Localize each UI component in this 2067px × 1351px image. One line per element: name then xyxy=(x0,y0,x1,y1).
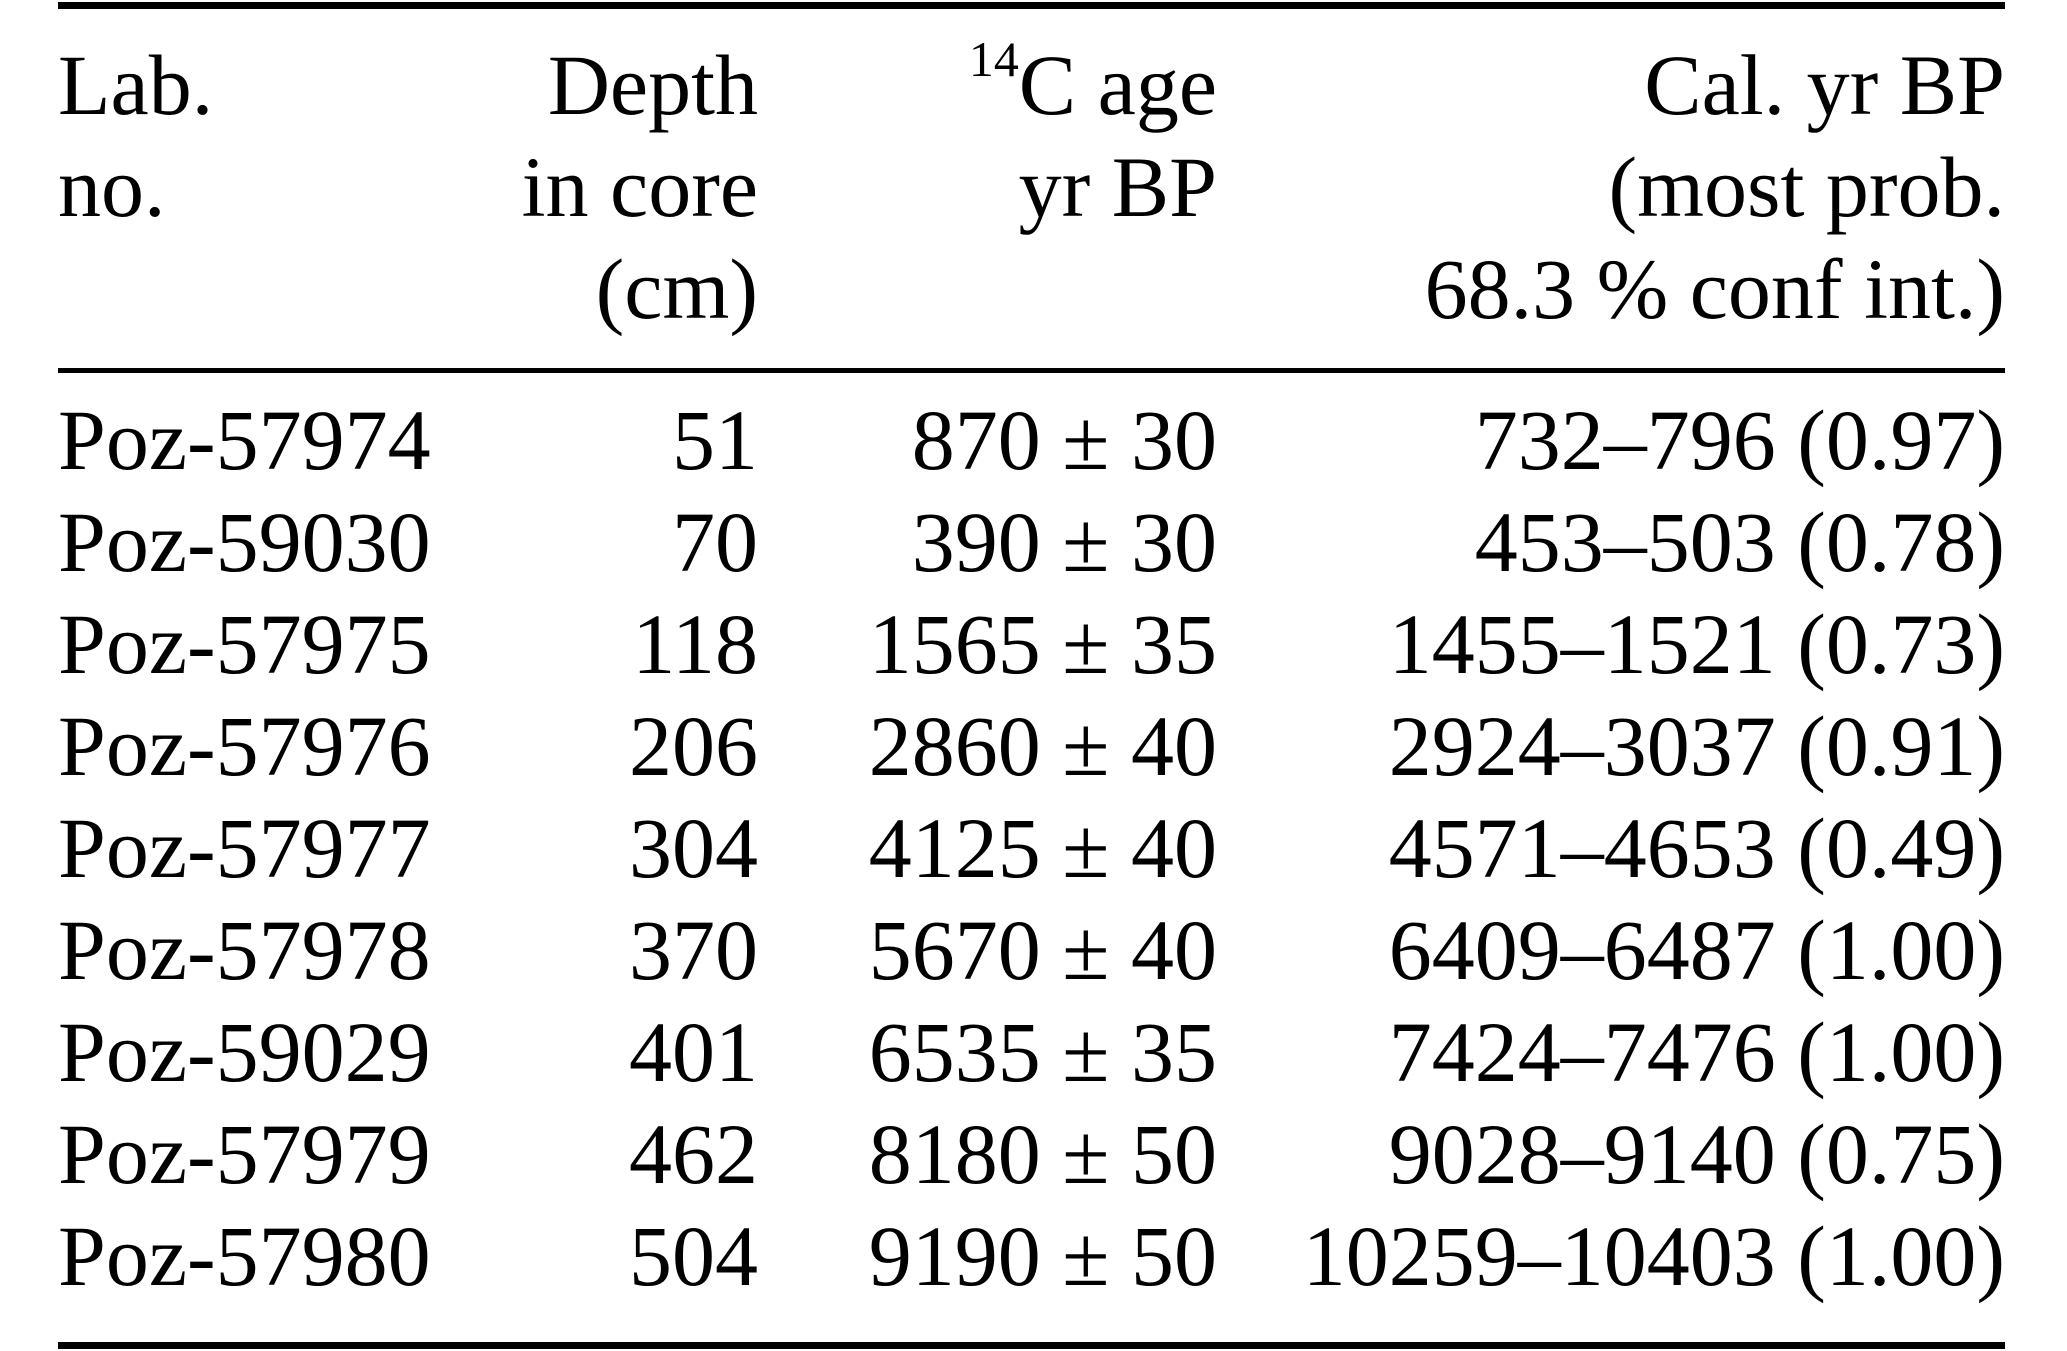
lab-no-cell: Poz-57977 xyxy=(58,800,431,896)
table-row: Poz-59029 401 6535 ± 35 7424–7476 (1.00) xyxy=(58,1001,2005,1103)
depth-cell: 504 xyxy=(629,1208,758,1304)
cal-range-cell: 4571–4653 (0.49) xyxy=(1388,800,2005,896)
c14-age-label: C age xyxy=(1018,37,1217,133)
header-cell-c14-age: 14C age yr BP xyxy=(758,34,1217,340)
cal-range-cell: 2924–3037 (0.91) xyxy=(1388,698,2005,794)
table-row: Poz-57976 206 2860 ± 40 2924–3037 (0.91) xyxy=(58,695,2005,797)
lab-no-cell: Poz-59030 xyxy=(58,494,431,590)
header-line: yr BP xyxy=(1018,139,1217,235)
mid-rule xyxy=(58,368,2005,373)
top-rule xyxy=(58,2,2005,9)
lab-no-cell: Poz-57978 xyxy=(58,902,431,998)
isotope-superscript: 14 xyxy=(968,32,1019,87)
bottom-rule xyxy=(58,1342,2005,1349)
depth-cell: 70 xyxy=(672,494,758,590)
c14-age-cell: 1565 ± 35 xyxy=(868,596,1217,692)
c14-age-cell: 5670 ± 40 xyxy=(868,902,1217,998)
table-row: Poz-57975 118 1565 ± 35 1455–1521 (0.73) xyxy=(58,593,2005,695)
header-line: (most prob. xyxy=(1608,139,2005,235)
header-cell-cal-yr-bp: Cal. yr BP (most prob. 68.3 % conf int.) xyxy=(1217,34,2005,340)
c14-age-cell: 6535 ± 35 xyxy=(868,1004,1217,1100)
header-cell-lab-no: Lab. no. xyxy=(58,34,478,340)
cal-range-cell: 10259–10403 (1.00) xyxy=(1302,1208,2005,1304)
depth-cell: 304 xyxy=(629,800,758,896)
cal-range-cell: 453–503 (0.78) xyxy=(1474,494,2005,590)
table-row: Poz-57980 504 9190 ± 50 10259–10403 (1.0… xyxy=(58,1205,2005,1307)
bottom-spacer xyxy=(58,1307,2005,1342)
header-line: (cm) xyxy=(595,241,758,337)
table-body: Poz-57974 51 870 ± 30 732–796 (0.97) Poz… xyxy=(58,373,2005,1307)
header-line: no. xyxy=(58,139,166,235)
cal-range-cell: 7424–7476 (1.00) xyxy=(1388,1004,2005,1100)
cal-range-cell: 6409–6487 (1.00) xyxy=(1388,902,2005,998)
c14-age-cell: 390 ± 30 xyxy=(911,494,1217,590)
cal-range-cell: 732–796 (0.97) xyxy=(1474,392,2005,488)
header-cell-depth: Depth in core (cm) xyxy=(478,34,758,340)
depth-cell: 401 xyxy=(629,1004,758,1100)
c14-age-cell: 4125 ± 40 xyxy=(868,800,1217,896)
depth-cell: 206 xyxy=(629,698,758,794)
header-line: in core xyxy=(521,139,758,235)
table-row: Poz-57979 462 8180 ± 50 9028–9140 (0.75) xyxy=(58,1103,2005,1205)
lab-no-cell: Poz-57979 xyxy=(58,1106,431,1202)
table-row: Poz-57977 304 4125 ± 40 4571–4653 (0.49) xyxy=(58,797,2005,899)
lab-no-cell: Poz-57976 xyxy=(58,698,431,794)
table-row: Poz-57978 370 5670 ± 40 6409–6487 (1.00) xyxy=(58,899,2005,1001)
c14-age-cell: 2860 ± 40 xyxy=(868,698,1217,794)
header-line: Depth xyxy=(547,37,758,133)
depth-cell: 370 xyxy=(629,902,758,998)
lab-no-cell: Poz-59029 xyxy=(58,1004,431,1100)
header-line: 14C age xyxy=(758,34,1217,136)
table-header-row: Lab. no. Depth in core (cm) 14C age yr B… xyxy=(58,9,2005,368)
table-row: Poz-59030 70 390 ± 30 453–503 (0.78) xyxy=(58,491,2005,593)
table-row: Poz-57974 51 870 ± 30 732–796 (0.97) xyxy=(58,389,2005,491)
cal-range-cell: 9028–9140 (0.75) xyxy=(1388,1106,2005,1202)
lab-no-cell: Poz-57974 xyxy=(58,392,431,488)
c14-age-cell: 8180 ± 50 xyxy=(868,1106,1217,1202)
depth-cell: 118 xyxy=(632,596,758,692)
lab-no-cell: Poz-57980 xyxy=(58,1208,431,1304)
c14-age-cell: 870 ± 30 xyxy=(911,392,1217,488)
header-line: 68.3 % conf int.) xyxy=(1424,241,2005,337)
c14-age-cell: 9190 ± 50 xyxy=(868,1208,1217,1304)
depth-cell: 462 xyxy=(629,1106,758,1202)
depth-cell: 51 xyxy=(672,392,758,488)
header-line: Cal. yr BP xyxy=(1644,37,2005,133)
header-line: Lab. xyxy=(58,37,214,133)
cal-range-cell: 1455–1521 (0.73) xyxy=(1388,596,2005,692)
lab-no-cell: Poz-57975 xyxy=(58,596,431,692)
